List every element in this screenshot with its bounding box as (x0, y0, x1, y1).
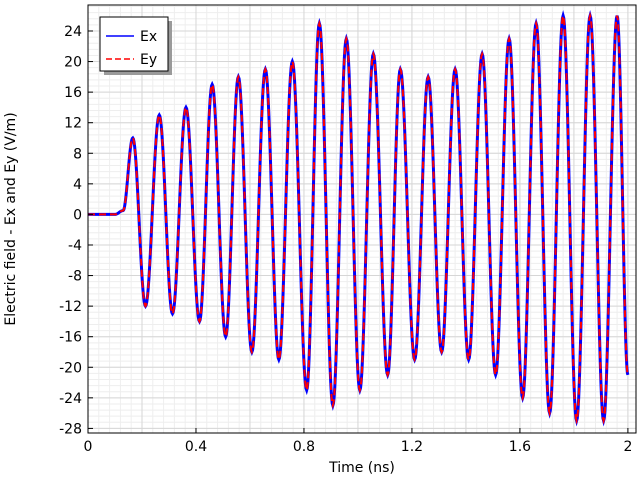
y-axis-label: Electric field - Ex and Ey (V/m) (3, 112, 19, 325)
y-tick-label: 8 (73, 146, 82, 162)
x-tick-label: 0.8 (293, 439, 315, 455)
legend-box (99, 16, 169, 72)
y-tick-label: 4 (73, 177, 82, 193)
legend: Ex Ey (99, 16, 172, 75)
y-tick-label: -8 (68, 269, 82, 285)
x-tick-label: 0.4 (185, 439, 207, 455)
series-layer (88, 9, 630, 427)
y-tick-label: 20 (64, 55, 82, 71)
y-tick-label: -12 (59, 299, 82, 315)
x-tick-label: 0 (84, 439, 93, 455)
x-axis-ticks: 0 0.4 0.8 1.2 1.6 2 (84, 428, 632, 455)
x-tick-label: 1.6 (509, 439, 531, 455)
x-axis-label: Time (ns) (328, 460, 395, 476)
y-tick-label: 24 (64, 24, 82, 40)
y-tick-label: -24 (59, 391, 82, 407)
plot-frame (87, 4, 637, 434)
y-tick-label: 0 (73, 207, 82, 223)
y-axis-ticks: 24 20 16 12 8 4 0 -4 -8 -12 -16 -20 -24 -28 (59, 24, 93, 437)
legend-label-ex: Ex (140, 29, 157, 45)
x-tick-label: 2 (623, 439, 632, 455)
y-tick-label: 12 (64, 116, 82, 132)
y-tick-label: 16 (64, 85, 82, 101)
y-tick-label: -16 (59, 330, 82, 346)
y-tick-label: -20 (59, 360, 82, 376)
legend-label-ey: Ey (140, 52, 157, 68)
x-tick-label: 1.2 (401, 439, 423, 455)
y-tick-label: -28 (59, 421, 82, 437)
series-line-ey (88, 11, 629, 425)
y-tick-label: -4 (68, 238, 82, 254)
